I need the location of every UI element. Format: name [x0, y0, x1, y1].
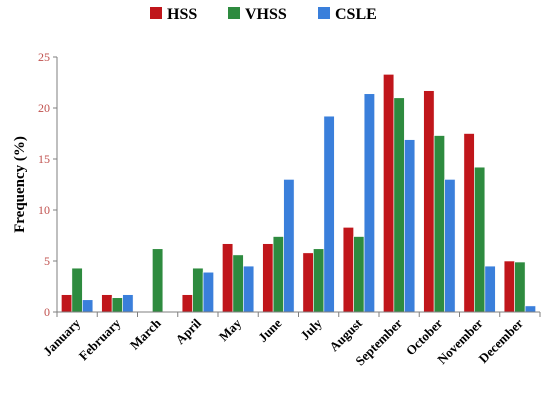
bar-vhss-november	[474, 166, 486, 313]
bar-hss-january	[61, 294, 73, 313]
x-category-label: June	[255, 315, 285, 345]
legend-label-vhss: VHSS	[245, 6, 287, 23]
bar-csle-september	[404, 139, 416, 313]
y-tick-label: 15	[38, 152, 50, 166]
bar-vhss-july	[313, 248, 325, 313]
y-tick-label: 5	[44, 254, 50, 268]
bar-hss-november	[463, 133, 475, 313]
bar-vhss-august	[353, 236, 365, 313]
legend-swatch-hss	[150, 7, 162, 19]
legend-label-csle: CSLE	[335, 6, 377, 23]
axes-layer	[56, 57, 541, 317]
bar-vhss-february	[111, 297, 123, 313]
bar-hss-april	[181, 294, 193, 313]
legend-label-hss: HSS	[167, 6, 197, 23]
x-category-label: May	[216, 315, 245, 344]
y-tick-label: 20	[38, 101, 50, 115]
x-category-label: March	[127, 315, 165, 353]
bar-csle-october	[444, 179, 456, 313]
bar-hss-december	[503, 260, 515, 313]
bar-csle-february	[122, 294, 134, 313]
bar-vhss-december	[514, 261, 526, 313]
bar-hss-october	[423, 90, 435, 313]
bar-vhss-june	[272, 236, 284, 313]
x-category-label: July	[297, 315, 325, 343]
bar-hss-february	[101, 294, 113, 313]
bar-csle-june	[283, 179, 295, 313]
bar-hss-september	[383, 74, 395, 313]
y-tick-label: 0	[44, 305, 50, 319]
bar-vhss-march	[152, 248, 164, 313]
x-category-label: February	[76, 315, 124, 363]
x-category-label: April	[172, 315, 204, 347]
bar-csle-april	[202, 271, 214, 313]
bar-vhss-january	[71, 267, 83, 313]
bar-vhss-april	[192, 267, 204, 313]
bar-csle-august	[363, 93, 375, 313]
bar-hss-may	[222, 243, 234, 313]
bar-csle-december	[524, 305, 536, 313]
legend-swatch-vhss	[228, 7, 240, 19]
y-ticks: 0 5 10 15 20 25	[38, 50, 57, 319]
bar-hss-july	[302, 252, 314, 313]
y-axis-label: Frequency (%)	[12, 136, 28, 233]
bar-vhss-september	[393, 97, 405, 313]
y-tick-label: 25	[38, 50, 50, 64]
legend: HSS VHSS CSLE	[150, 6, 377, 23]
legend-swatch-csle	[318, 7, 330, 19]
bar-vhss-october	[433, 135, 445, 313]
bar-csle-may	[243, 265, 255, 313]
x-category-label: December	[476, 315, 527, 366]
x-category-label: August	[326, 315, 365, 354]
bar-csle-november	[484, 265, 496, 313]
bar-vhss-may	[232, 254, 244, 313]
bars-layer	[61, 74, 536, 313]
bar-hss-june	[262, 243, 274, 313]
bar-hss-august	[342, 227, 354, 313]
y-tick-label: 10	[38, 203, 50, 217]
bar-csle-january	[82, 299, 94, 313]
bar-csle-july	[323, 115, 335, 313]
